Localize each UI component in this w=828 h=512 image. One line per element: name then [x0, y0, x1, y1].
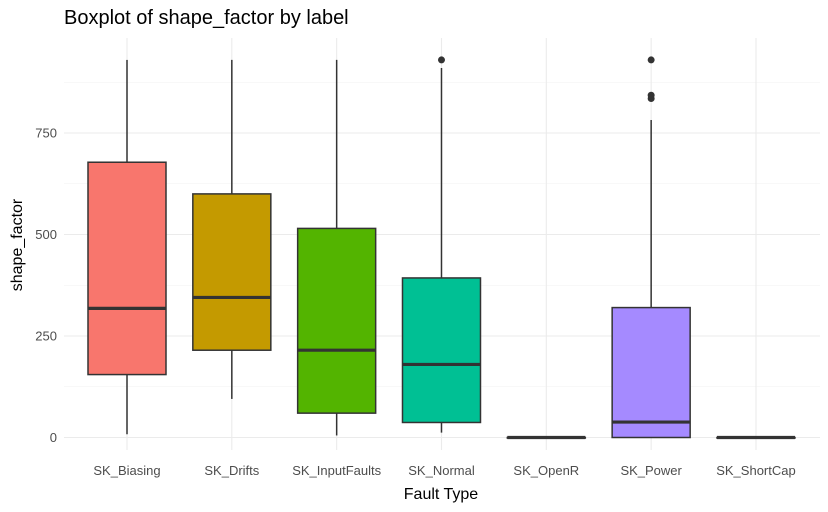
- chart-title: Boxplot of shape_factor by label: [64, 7, 349, 29]
- box-SK_Power: [611, 56, 691, 439]
- y-axis-ticks: 0 250 500 750: [35, 126, 57, 446]
- box-SK_Biasing: [87, 59, 167, 435]
- x-tick-label: SK_ShortCap: [716, 463, 796, 478]
- y-tick-label: 0: [50, 430, 57, 445]
- outlier-point: [647, 56, 655, 64]
- y-tick-label: 500: [35, 227, 57, 242]
- box-SK_InputFaults: [296, 59, 377, 436]
- x-tick-label: SK_Normal: [408, 463, 475, 478]
- box-SK_Normal: [401, 56, 482, 433]
- box-SK_Drifts: [192, 59, 272, 399]
- x-tick-label: SK_OpenR: [513, 463, 579, 478]
- x-tick-label: SK_Power: [620, 463, 682, 478]
- x-tick-label: SK_InputFaults: [292, 463, 381, 478]
- box-body: [296, 227, 377, 414]
- y-tick-label: 750: [35, 126, 57, 141]
- box-body: [401, 277, 482, 424]
- x-axis-ticks: SK_Biasing SK_Drifts SK_InputFaults SK_Norm…: [93, 463, 795, 478]
- box-SK_OpenR: [506, 435, 587, 440]
- box-body: [192, 193, 272, 351]
- x-axis-title: Fault Type: [404, 486, 479, 503]
- boxes-layer: [87, 56, 796, 440]
- x-tick-label: SK_Drifts: [204, 463, 259, 478]
- box-body: [87, 161, 167, 376]
- box-SK_ShortCap: [716, 435, 796, 440]
- y-tick-label: 250: [35, 329, 57, 344]
- box-body: [611, 306, 691, 439]
- x-tick-label: SK_Biasing: [93, 463, 160, 478]
- y-axis-title: shape_factor: [9, 198, 26, 291]
- outlier-point: [647, 91, 655, 99]
- outlier-point: [437, 56, 445, 64]
